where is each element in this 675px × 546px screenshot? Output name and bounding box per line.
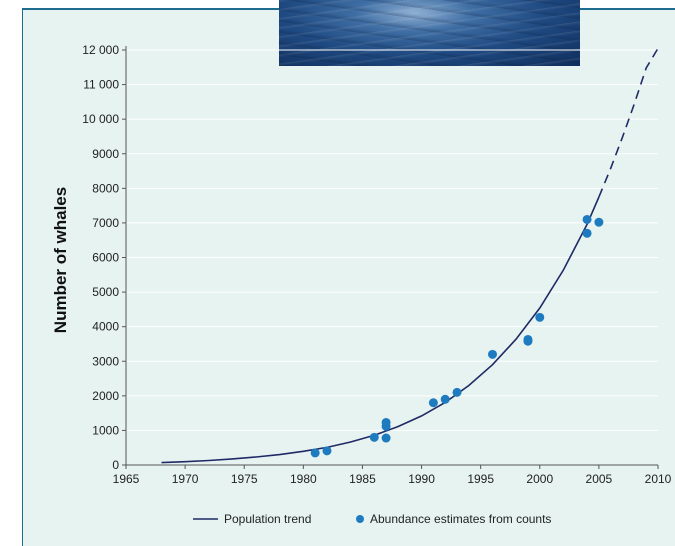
x-tick-label: 1975 (231, 472, 258, 486)
x-tick-label: 2005 (586, 472, 613, 486)
y-tick-label: 11 000 (83, 78, 119, 92)
y-tick-label: 4000 (92, 320, 119, 334)
y-tick-label: 1000 (92, 423, 119, 437)
abundance-point (535, 312, 545, 322)
chart-panel (22, 8, 675, 546)
abundance-point (487, 349, 497, 359)
y-tick-label: 6000 (92, 251, 119, 265)
abundance-point (310, 448, 320, 458)
y-tick-labels: 0 1000 2000 3000 4000 5000 6000 7000 8000 9000 10 … (82, 43, 119, 472)
trend-line (161, 196, 600, 464)
abundance-point (381, 417, 391, 427)
legend: Population trend Abundance estimates fro… (193, 512, 551, 526)
y-tick-label: 5000 (92, 285, 119, 299)
y-tick-label: 8000 (92, 181, 119, 195)
abundance-point (428, 398, 438, 408)
data-points (310, 214, 604, 458)
x-tick-label: 1995 (467, 472, 494, 486)
x-tick-label: 1980 (290, 472, 317, 486)
y-tick-label: 10 000 (82, 112, 119, 126)
y-tick-label: 12 000 (82, 43, 119, 57)
x-tick-label: 2000 (526, 472, 553, 486)
axes (122, 46, 659, 469)
abundance-point (369, 432, 379, 442)
y-tick-label: 0 (112, 458, 119, 472)
y-tick-label: 2000 (92, 389, 119, 403)
abundance-point (322, 446, 332, 456)
x-tick-label: 1970 (172, 472, 199, 486)
y-tick-label: 7000 (92, 216, 119, 230)
trend-projection-dashed (598, 47, 659, 198)
x-tick-label: 2010 (645, 472, 672, 486)
y-tick-label: 9000 (92, 147, 119, 161)
abundance-point (381, 433, 391, 443)
abundance-point (582, 228, 592, 238)
x-tick-labels: 1965 1970 1975 1980 1985 1990 1995 2000 2005 2010 (113, 472, 672, 486)
abundance-point (452, 387, 462, 397)
x-tick-label: 1965 (113, 472, 140, 486)
abundance-point (523, 334, 533, 344)
abundance-point (440, 394, 450, 404)
y-tick-label: 3000 (92, 354, 119, 368)
legend-point-swatch (356, 515, 364, 523)
legend-label-trend: Population trend (224, 512, 311, 526)
ocean-photo (279, 0, 580, 66)
abundance-point (582, 214, 592, 224)
legend-label-estimates: Abundance estimates from counts (370, 512, 551, 526)
series-lines (161, 47, 659, 464)
y-axis-label: Number of whales (51, 187, 70, 333)
abundance-point (594, 217, 604, 227)
x-tick-label: 1990 (408, 472, 435, 486)
x-tick-label: 1985 (349, 472, 376, 486)
